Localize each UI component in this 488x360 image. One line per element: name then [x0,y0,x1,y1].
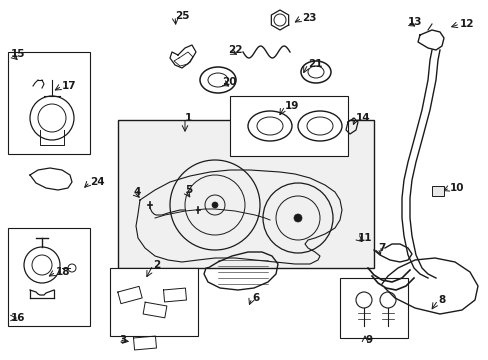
Text: 8: 8 [437,295,445,305]
Text: 12: 12 [459,19,473,29]
Bar [431,186,443,196]
Text: 22: 22 [227,45,242,55]
Text: 14: 14 [355,113,370,123]
Text: 1: 1 [184,113,192,123]
Text: 16: 16 [11,313,25,323]
Text: 6: 6 [251,293,259,303]
Text: 17: 17 [62,81,77,91]
Text: 13: 13 [407,17,422,27]
Bar [339,278,407,338]
Text: 4: 4 [134,187,141,197]
Text: 7: 7 [377,243,385,253]
Text: 3: 3 [119,335,126,345]
Text: 25: 25 [175,11,189,21]
Text: 19: 19 [285,101,299,111]
Text: 10: 10 [449,183,464,193]
Bar [8,228,90,326]
Circle shape [212,202,218,208]
Circle shape [293,214,302,222]
Bar [8,52,90,154]
Text: 20: 20 [222,77,236,87]
Text: 18: 18 [56,267,70,277]
Bar [118,120,373,268]
Bar [229,96,347,156]
Text: 23: 23 [302,13,316,23]
Text: 11: 11 [357,233,372,243]
Text: 15: 15 [11,49,25,59]
Text: 24: 24 [90,177,104,187]
Text: 5: 5 [184,185,192,195]
Text: 2: 2 [153,260,160,270]
Text: 9: 9 [364,335,371,345]
Bar [110,268,198,336]
Text: 21: 21 [307,59,322,69]
